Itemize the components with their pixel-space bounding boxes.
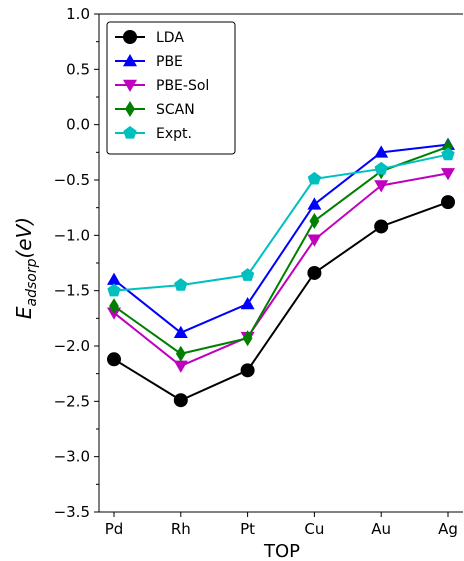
- data-point: [307, 234, 322, 247]
- data-point: [309, 212, 320, 229]
- series-lda: [107, 195, 455, 408]
- data-point: [374, 161, 388, 175]
- data-point: [173, 360, 188, 373]
- data-point: [123, 126, 137, 139]
- y-tick-label: −2.5: [54, 392, 90, 410]
- y-tick-label: 1.0: [66, 5, 90, 23]
- x-tick-label: Au: [371, 520, 391, 538]
- data-point: [441, 168, 455, 181]
- y-tick-label: −3.5: [54, 503, 90, 521]
- data-point: [173, 393, 188, 408]
- data-point: [125, 100, 135, 118]
- data-point: [175, 345, 186, 362]
- series-line: [113, 153, 449, 292]
- x-axis: Pd Rh Pt Cu Au Ag: [105, 512, 458, 538]
- legend-item: PBE-Sol: [115, 78, 209, 94]
- data-point: [123, 79, 137, 92]
- y-tick-label: −2.0: [54, 337, 90, 355]
- legend-item: SCAN: [115, 100, 195, 118]
- data-point: [443, 138, 453, 155]
- legend-label: LDA: [156, 30, 184, 46]
- y-axis-label-sub: adsorp: [24, 258, 40, 306]
- data-point: [307, 171, 322, 185]
- legend-label: PBE-Sol: [156, 78, 209, 94]
- x-tick-label: Rh: [171, 520, 191, 538]
- x-tick-label: Ag: [438, 520, 458, 538]
- data-point: [107, 283, 121, 297]
- y-tick-label: −1.0: [54, 226, 90, 244]
- y-tick-label: −1.5: [54, 282, 90, 300]
- data-point: [240, 363, 255, 378]
- series-pbe-sol: [107, 168, 455, 373]
- legend-label: Expt.: [156, 126, 192, 142]
- series-layer: [107, 137, 455, 408]
- legend-label: SCAN: [156, 102, 195, 118]
- x-tick-label: Pt: [240, 520, 255, 538]
- data-point: [441, 195, 455, 210]
- data-point: [307, 197, 322, 210]
- data-point: [123, 30, 137, 44]
- y-tick-label: 0.0: [66, 116, 90, 134]
- y-tick-label: −0.5: [54, 171, 90, 189]
- x-tick-label: Pd: [105, 520, 124, 538]
- data-point: [374, 145, 389, 158]
- series-scan: [109, 138, 453, 362]
- legend: LDA PBE PBE-Sol SCAN Expt.: [106, 21, 236, 155]
- series-pbe: [107, 137, 455, 338]
- y-axis: 1.0 0.5 0.0 −0.5 −1.0 −1.5 −2.0 −2.5 −3.0 −3.5: [54, 5, 99, 521]
- data-point: [109, 298, 119, 315]
- data-point: [173, 325, 188, 338]
- data-point: [107, 352, 121, 367]
- legend-item: LDA: [115, 30, 184, 46]
- series-expt: [107, 147, 455, 297]
- data-point: [240, 268, 255, 281]
- data-point: [107, 272, 121, 285]
- y-axis-label-unit: (eV): [12, 217, 36, 259]
- legend-box: [106, 21, 236, 155]
- y-axis-label-main: E: [12, 306, 36, 319]
- data-point: [123, 54, 137, 67]
- y-axis-label: Eadsorp(eV): [12, 217, 40, 319]
- x-tick-label: Cu: [304, 520, 324, 538]
- legend-item: PBE: [115, 54, 183, 70]
- data-point: [240, 296, 255, 310]
- data-point: [242, 330, 253, 347]
- x-axis-label: TOP: [263, 541, 300, 561]
- y-tick-label: 0.5: [66, 60, 90, 78]
- data-point: [374, 180, 389, 193]
- data-point: [441, 147, 455, 161]
- series-line: [113, 172, 449, 368]
- data-point: [307, 265, 322, 280]
- series-line: [113, 201, 449, 402]
- y-tick-label: −3.0: [54, 448, 90, 466]
- legend-label: PBE: [156, 54, 183, 70]
- data-point: [174, 278, 188, 291]
- series-line: [113, 143, 449, 334]
- data-point: [374, 219, 389, 234]
- legend-item: Expt.: [115, 126, 192, 142]
